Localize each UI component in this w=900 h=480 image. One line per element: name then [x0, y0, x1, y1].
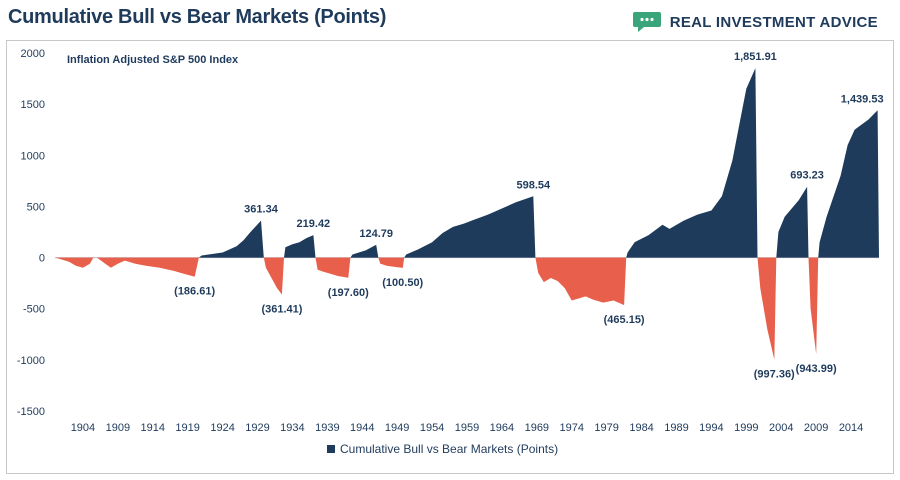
chart-frame: 2000 1500 1000 500 0 -500 -1000 -1500 1904 1909 19…	[6, 40, 894, 474]
bear-market-area	[535, 257, 627, 306]
bear-market-area	[96, 257, 199, 277]
data-label: 361.34	[244, 204, 279, 216]
chart-subtitle: Inflation Adjusted S&P 500 Index	[67, 54, 239, 66]
x-tick-label: 1929	[245, 422, 269, 434]
brand-name: REAL INVESTMENT ADVICE	[669, 13, 878, 31]
legend-label: Cumulative Bull vs Bear Markets (Points)	[340, 442, 558, 456]
x-tick-label: 1959	[455, 422, 479, 434]
data-label: 219.42	[297, 218, 331, 230]
data-label: 124.79	[359, 228, 393, 240]
y-tick-label: 2000	[21, 48, 45, 60]
data-label: (361.41)	[261, 304, 302, 316]
x-tick-label: 2014	[839, 422, 863, 434]
data-label: 598.54	[517, 179, 552, 191]
x-tick-label: 1989	[664, 422, 688, 434]
data-label: 1,851.91	[734, 51, 777, 63]
y-tick-label: -500	[23, 304, 45, 316]
x-tick-label: 1994	[699, 422, 723, 434]
x-tick-label: 1924	[210, 422, 234, 434]
y-tick-label: 0	[39, 253, 45, 265]
x-tick-label: 1964	[490, 422, 514, 434]
bull-market-area	[404, 196, 536, 258]
x-tick-label: 2009	[804, 422, 828, 434]
page-title: Cumulative Bull vs Bear Markets (Points)	[8, 6, 387, 28]
data-label: (465.15)	[604, 314, 645, 326]
bull-market-area	[818, 110, 879, 258]
x-tick-label: 1904	[71, 422, 95, 434]
data-label: (997.36)	[754, 369, 795, 381]
bull-market-area	[626, 68, 758, 258]
data-label: (100.50)	[382, 277, 423, 289]
x-tick-label: 1914	[141, 422, 165, 434]
legend-swatch	[327, 445, 335, 453]
x-tick-label: 1974	[560, 422, 584, 434]
data-label: (197.60)	[328, 287, 369, 299]
bull-market-area	[350, 244, 379, 258]
bear-market-area	[263, 257, 284, 295]
y-tick-label: -1000	[17, 355, 45, 367]
y-tick-label: 1000	[21, 150, 45, 162]
bear-market-area	[808, 257, 819, 355]
data-label: 693.23	[790, 170, 824, 182]
x-tick-label: 1909	[106, 422, 130, 434]
x-tick-label: 1934	[280, 422, 304, 434]
x-tick-label: 1944	[350, 422, 374, 434]
bear-market-area	[757, 257, 777, 360]
data-label: 1,439.53	[841, 93, 884, 105]
bull-market-area	[284, 235, 316, 258]
x-tick-label: 2004	[769, 422, 793, 434]
x-tick-label: 1984	[629, 422, 653, 434]
data-label: (943.99)	[796, 363, 837, 375]
x-tick-label: 1939	[315, 422, 339, 434]
brand-logo: REAL INVESTMENT ADVICE	[632, 10, 878, 34]
bull-market-area	[776, 186, 809, 258]
x-tick-label: 1949	[385, 422, 409, 434]
bear-market-area	[55, 257, 94, 268]
data-label: (186.61)	[174, 286, 215, 298]
x-tick-label: 1969	[525, 422, 549, 434]
y-tick-label: 1500	[21, 99, 45, 111]
bear-market-area	[378, 257, 405, 268]
y-tick-label: 500	[27, 201, 45, 213]
bull-market-area	[198, 220, 264, 258]
y-tick-label: -1500	[17, 406, 45, 418]
bear-market-area	[315, 257, 351, 278]
x-tick-label: 1919	[175, 422, 199, 434]
x-tick-label: 1999	[734, 422, 758, 434]
chat-bubble-icon	[632, 12, 661, 32]
x-tick-label: 1954	[420, 422, 444, 434]
x-tick-label: 1979	[594, 422, 618, 434]
bull-bear-chart: 2000 1500 1000 500 0 -500 -1000 -1500 1904 1909 19…	[17, 48, 884, 456]
